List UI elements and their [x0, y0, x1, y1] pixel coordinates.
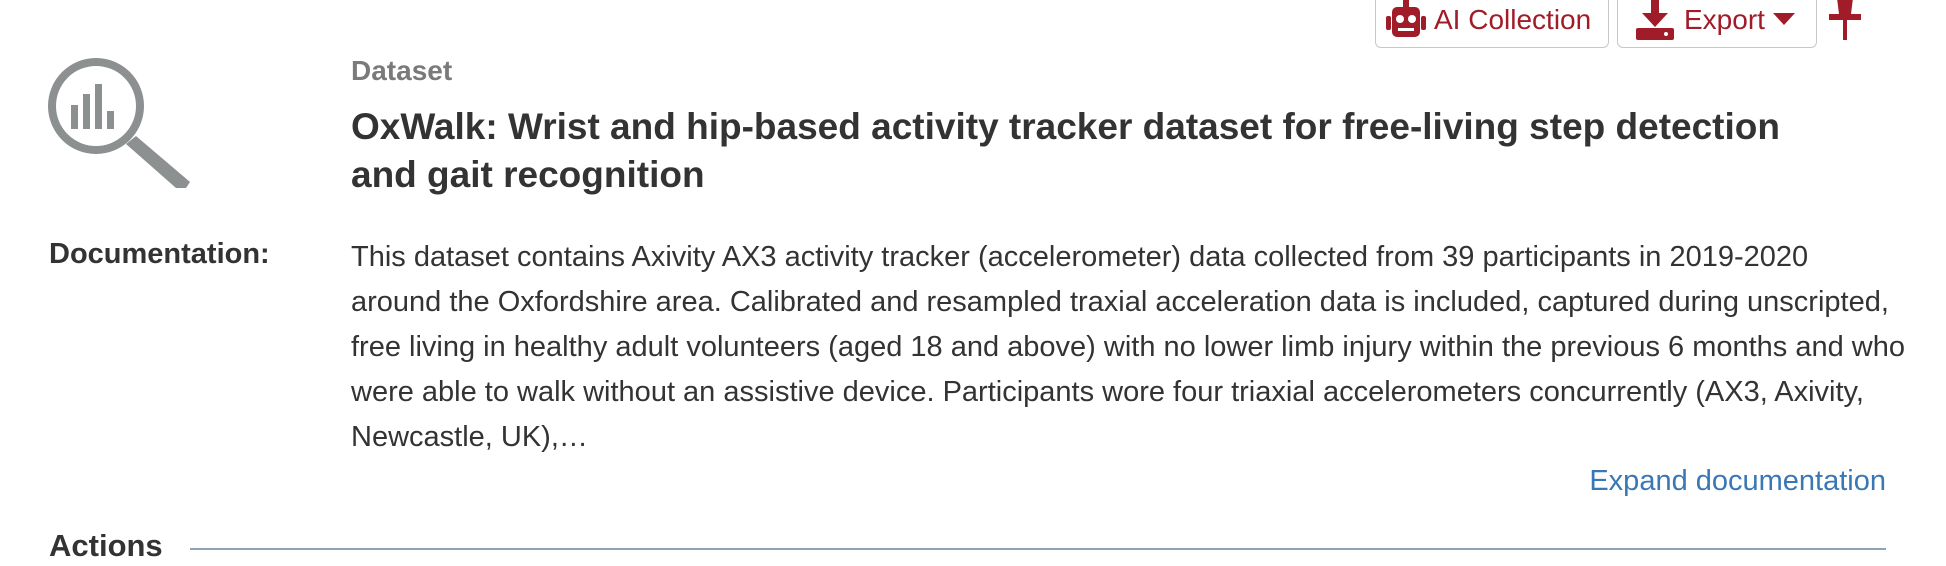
toolbar: AI Collection Export	[1375, 0, 1865, 48]
pin-button[interactable]	[1825, 0, 1865, 40]
ai-collection-label: AI Collection	[1434, 4, 1592, 35]
robot-icon	[1386, 0, 1426, 40]
export-button[interactable]: Export	[1617, 0, 1817, 48]
download-icon	[1634, 0, 1676, 40]
pin-icon	[1829, 0, 1861, 47]
expand-documentation-link[interactable]: Expand documentation	[1589, 465, 1886, 497]
caret-down-icon	[1772, 13, 1795, 27]
export-label: Export	[1684, 4, 1765, 35]
documentation-label: Documentation:	[49, 238, 270, 270]
magnifier-chart-icon	[48, 58, 190, 190]
documentation-text: This dataset contains Axivity AX3 activi…	[351, 241, 1905, 453]
record-type-label: Dataset	[351, 55, 453, 86]
actions-divider	[190, 548, 1886, 550]
ai-collection-button[interactable]: AI Collection	[1375, 0, 1609, 48]
actions-heading: Actions	[49, 528, 163, 563]
page-title: OxWalk: Wrist and hip-based activity tra…	[351, 106, 1780, 195]
